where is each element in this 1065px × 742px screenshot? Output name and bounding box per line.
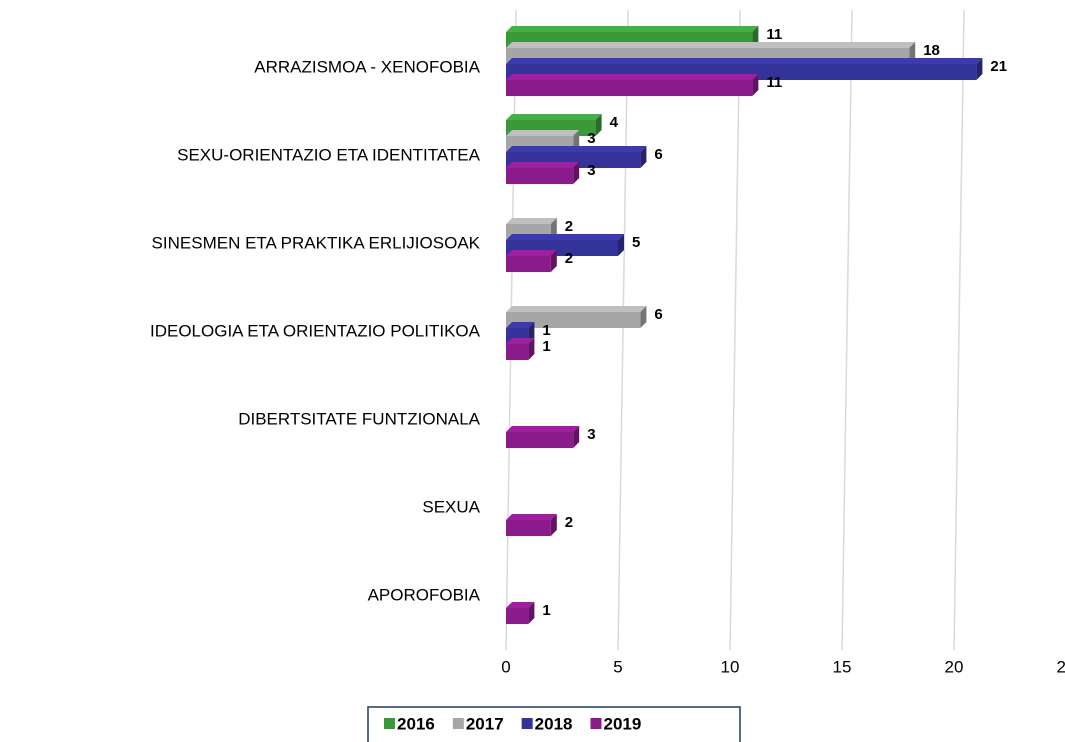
bar-top (506, 162, 580, 168)
category-label: SEXU-ORIENTAZIO ETA IDENTITATEA (177, 145, 481, 164)
category-label: IDEOLOGIA ETA ORIENTAZIO POLITIKOA (150, 321, 481, 340)
bar-side (550, 250, 557, 272)
legend-box (367, 706, 741, 742)
bar-top (506, 42, 916, 48)
bar-top (506, 114, 602, 120)
bar-top (506, 146, 647, 152)
bar-side (640, 306, 647, 328)
value-label: 2 (565, 514, 573, 531)
legend-label: 2016 (397, 714, 435, 733)
bar (506, 608, 529, 624)
bar-top (506, 74, 759, 80)
x-tick-label: 0 (501, 657, 510, 676)
bar-top (506, 130, 580, 136)
value-label: 2 (565, 218, 573, 235)
bar (506, 312, 641, 328)
value-label: 5 (632, 234, 640, 251)
bar-side (595, 114, 602, 136)
bar-side (976, 58, 983, 80)
bar-side (528, 338, 535, 360)
value-label: 1 (542, 338, 550, 355)
grid-line (617, 9, 629, 651)
category-label: ARRAZISMOA - XENOFOBIA (254, 57, 480, 76)
legend-swatch (384, 718, 395, 729)
bar-side (640, 146, 647, 168)
bar-side (752, 74, 759, 96)
legend-swatch (452, 718, 464, 729)
bar-top (506, 218, 557, 224)
bar-top (506, 58, 983, 64)
bar (506, 344, 529, 360)
value-label: 6 (654, 306, 662, 323)
value-label: 3 (587, 426, 595, 443)
x-tick-label: 20 (945, 657, 964, 676)
legend-swatch (590, 718, 602, 729)
bar-top (506, 322, 535, 328)
value-label: 11 (766, 74, 782, 91)
bar-top (506, 250, 557, 256)
legend-label: 2019 (603, 714, 641, 733)
bar-top (506, 514, 557, 520)
legend-label: 2017 (466, 714, 504, 733)
value-label: 4 (610, 114, 619, 131)
legend-label: 2018 (535, 714, 573, 733)
category-label: SEXUA (422, 497, 480, 516)
x-tick-label: 25 (1057, 657, 1065, 676)
grid-line (953, 9, 965, 651)
value-label: 18 (923, 42, 940, 59)
bar-top (506, 338, 535, 344)
category-label: DIBERTSITATE FUNTZIONALA (238, 409, 480, 428)
grid-line (841, 9, 853, 651)
x-tick-label: 15 (833, 657, 852, 676)
bar (506, 520, 551, 536)
bar-top (506, 26, 759, 32)
value-label: 3 (587, 130, 595, 147)
value-label: 1 (542, 322, 550, 339)
legend-swatch (521, 718, 533, 729)
category-label: APOROFOBIA (368, 585, 481, 604)
bar (506, 256, 551, 272)
value-label: 2 (565, 250, 573, 267)
bar (506, 168, 574, 184)
value-label: 1 (542, 602, 550, 619)
value-label: 21 (990, 58, 1007, 75)
bar-top (506, 602, 535, 608)
bar (506, 432, 574, 448)
bar-side (573, 426, 580, 448)
bar-top (506, 306, 647, 312)
bar-top (506, 426, 580, 432)
bar-side (550, 514, 557, 536)
value-label: 11 (766, 26, 782, 43)
value-label: 3 (587, 162, 595, 179)
x-tick-label: 5 (613, 657, 622, 676)
bar (506, 80, 753, 96)
grid-line (729, 9, 741, 651)
x-tick-label: 10 (721, 657, 740, 676)
bar-side (528, 602, 535, 624)
bar-side (573, 162, 580, 184)
value-label: 6 (654, 146, 662, 163)
category-label: SINESMEN ETA PRAKTIKA ERLIJIOSOAK (152, 233, 481, 252)
bar-side (618, 234, 624, 256)
bar-top (506, 234, 624, 240)
